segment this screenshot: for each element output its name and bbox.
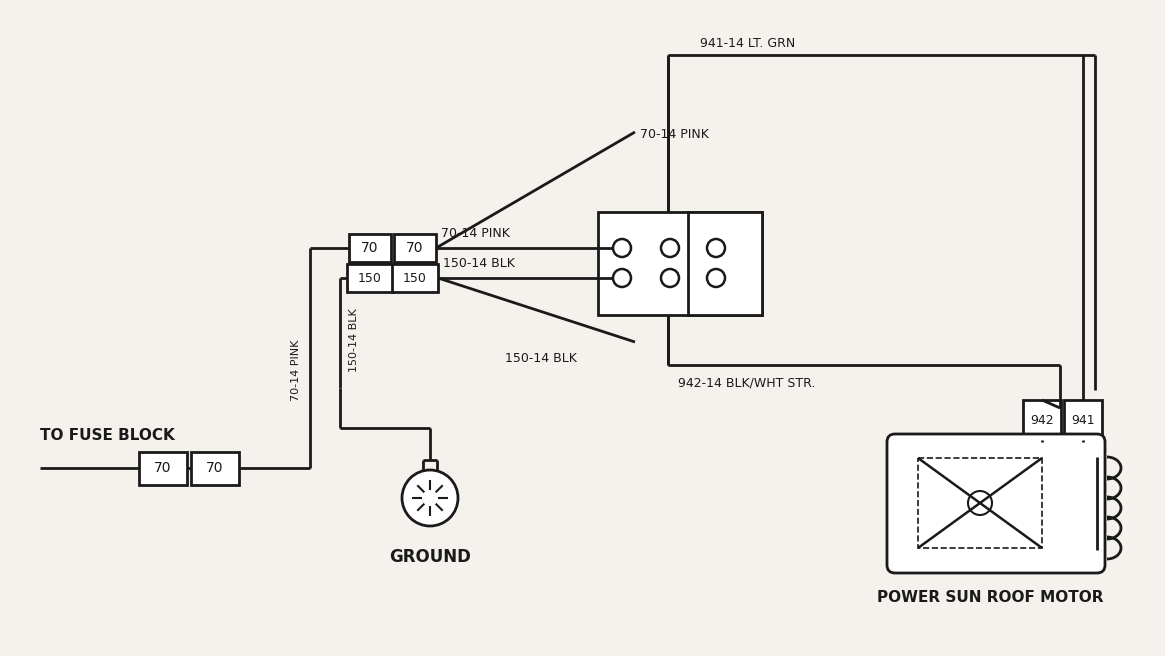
Circle shape xyxy=(661,239,679,257)
Text: 70-14 PINK: 70-14 PINK xyxy=(442,227,510,240)
Text: 70: 70 xyxy=(154,461,171,475)
Text: 70: 70 xyxy=(206,461,224,475)
Text: 70: 70 xyxy=(407,241,424,255)
Bar xyxy=(394,234,436,262)
Bar xyxy=(689,212,762,315)
Circle shape xyxy=(707,269,725,287)
Text: 942-14 BLK/WHT STR.: 942-14 BLK/WHT STR. xyxy=(678,377,816,390)
Text: 941-14 LT. GRN: 941-14 LT. GRN xyxy=(700,37,796,50)
Circle shape xyxy=(968,491,993,515)
Bar xyxy=(391,264,438,292)
Text: 150: 150 xyxy=(358,272,382,285)
Bar xyxy=(1023,400,1061,440)
Circle shape xyxy=(661,269,679,287)
Text: 150: 150 xyxy=(403,272,426,285)
Text: POWER SUN ROOF MOTOR: POWER SUN ROOF MOTOR xyxy=(877,590,1103,605)
Circle shape xyxy=(707,239,725,257)
Bar xyxy=(598,212,762,315)
Text: GROUND: GROUND xyxy=(389,548,471,566)
Text: 70-14 PINK: 70-14 PINK xyxy=(640,127,708,140)
Bar xyxy=(139,451,188,485)
Text: 942: 942 xyxy=(1030,413,1054,426)
Bar xyxy=(350,234,391,262)
Bar xyxy=(1064,400,1102,440)
Text: 70: 70 xyxy=(361,241,379,255)
Bar xyxy=(347,264,393,292)
Text: 150-14 BLK: 150-14 BLK xyxy=(504,352,577,365)
Circle shape xyxy=(613,239,631,257)
Text: 150-14 BLK: 150-14 BLK xyxy=(350,308,359,372)
Text: 941: 941 xyxy=(1071,413,1095,426)
Circle shape xyxy=(613,269,631,287)
FancyBboxPatch shape xyxy=(887,434,1104,573)
Bar xyxy=(918,458,1042,548)
Circle shape xyxy=(402,470,458,526)
Text: 150-14 BLK: 150-14 BLK xyxy=(443,257,515,270)
Text: TO FUSE BLOCK: TO FUSE BLOCK xyxy=(40,428,175,443)
Text: 70-14 PINK: 70-14 PINK xyxy=(291,339,301,401)
Bar xyxy=(191,451,239,485)
